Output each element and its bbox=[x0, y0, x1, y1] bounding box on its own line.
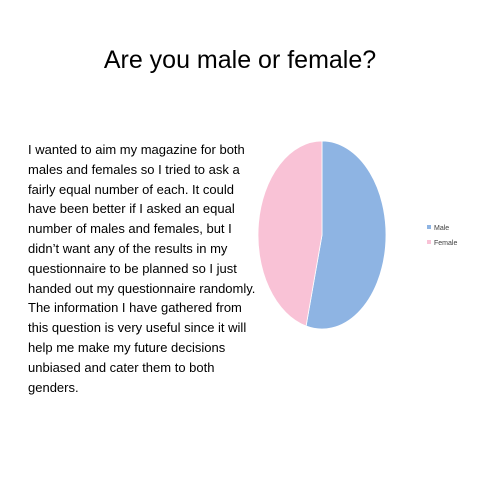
slide-title: Are you male or female? bbox=[103, 46, 377, 74]
pie-chart: Male Female bbox=[240, 140, 480, 340]
legend-swatch-male bbox=[427, 225, 431, 229]
slide-body-text: I wanted to aim my magazine for both mal… bbox=[28, 142, 256, 395]
legend-label-male: Male bbox=[434, 225, 449, 232]
pie-slice-female bbox=[257, 140, 323, 327]
chart-legend: Male Female bbox=[427, 225, 457, 247]
pie-slice-male bbox=[305, 140, 387, 330]
pie-slices bbox=[257, 140, 387, 330]
legend-label-female: Female bbox=[434, 240, 457, 247]
pie-chart-svg: Male Female bbox=[257, 140, 457, 330]
legend-swatch-female bbox=[427, 240, 431, 244]
